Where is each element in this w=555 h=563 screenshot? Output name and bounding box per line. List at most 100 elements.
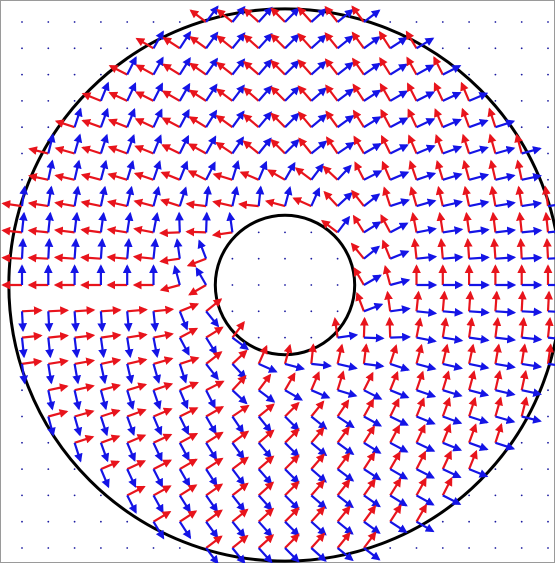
red-arrow	[389, 451, 401, 470]
blue-arrow	[310, 494, 327, 510]
red-arrow	[231, 456, 249, 470]
grid-dot	[47, 520, 50, 523]
red-arrow	[407, 134, 418, 154]
blue-arrow	[99, 468, 110, 489]
red-arrow	[205, 351, 223, 365]
red-arrow	[179, 407, 199, 418]
red-arrow	[80, 253, 101, 263]
blue-arrow	[257, 58, 273, 76]
blue-arrow	[152, 186, 161, 207]
blue-arrow	[205, 363, 219, 381]
red-arrow	[27, 199, 49, 209]
red-arrow	[489, 211, 499, 233]
blue-arrow	[152, 521, 165, 540]
blue-arrow	[231, 336, 249, 351]
red-arrow	[152, 485, 172, 497]
grid-dot	[468, 547, 470, 549]
blue-arrow	[45, 185, 55, 207]
red-arrow	[257, 455, 275, 470]
red-arrow	[297, 59, 313, 76]
blue-arrow	[71, 337, 81, 359]
blue-arrow	[442, 441, 463, 452]
blue-arrow	[521, 415, 542, 424]
blue-arrow	[363, 193, 381, 207]
red-arrow	[355, 291, 365, 312]
red-arrow	[21, 357, 43, 367]
red-arrow	[134, 144, 154, 155]
red-arrow	[152, 510, 172, 523]
blue-arrow	[495, 415, 516, 425]
grid-dot	[47, 441, 50, 444]
blue-arrow	[310, 163, 324, 181]
blue-arrow	[468, 118, 489, 129]
blue-arrow	[415, 64, 435, 76]
blue-arrow	[231, 521, 246, 538]
red-arrow	[336, 531, 351, 549]
red-arrow	[324, 32, 339, 49]
red-arrow	[126, 356, 148, 366]
red-arrow	[231, 430, 250, 444]
blue-arrow	[205, 468, 218, 487]
blue-arrow	[178, 56, 191, 76]
grid-dot	[520, 441, 523, 444]
red-arrow	[352, 109, 365, 128]
red-arrow	[48, 306, 70, 316]
red-arrow	[179, 458, 198, 471]
red-arrow	[297, 32, 313, 50]
red-arrow	[100, 306, 122, 315]
red-arrow	[514, 133, 523, 154]
grid-dot	[21, 520, 23, 523]
blue-arrow	[284, 138, 300, 155]
red-arrow	[188, 116, 207, 129]
blue-arrow	[18, 311, 28, 333]
red-arrow	[74, 306, 96, 315]
red-arrow	[544, 316, 554, 338]
blue-arrow	[521, 307, 543, 317]
blue-arrow	[389, 117, 409, 129]
red-arrow	[389, 370, 399, 391]
blue-arrow	[257, 160, 268, 181]
blue-arrow	[152, 363, 162, 384]
red-arrow	[297, 85, 313, 102]
blue-arrow	[495, 145, 516, 155]
blue-arrow	[178, 310, 189, 331]
red-arrow	[74, 357, 96, 367]
blue-arrow	[178, 30, 192, 49]
blue-arrow	[152, 160, 162, 181]
red-arrow	[407, 108, 418, 128]
red-arrow	[493, 369, 503, 391]
grid-dot	[47, 126, 50, 129]
blue-arrow	[205, 389, 216, 409]
grid-dot	[494, 100, 497, 102]
blue-arrow	[205, 337, 218, 356]
blue-arrow	[495, 361, 516, 371]
blue-arrow	[126, 133, 136, 154]
red-arrow	[297, 6, 313, 23]
blue-arrow	[389, 468, 409, 480]
grid-dot	[73, 547, 76, 549]
grid-dot	[21, 389, 23, 392]
red-arrow	[514, 159, 524, 181]
blue-arrow	[284, 415, 300, 432]
grid-dot	[284, 310, 286, 313]
red-arrow	[520, 396, 529, 417]
blue-arrow	[442, 199, 464, 208]
blue-arrow	[205, 442, 218, 461]
blue-arrow	[310, 34, 327, 50]
blue-arrow	[284, 7, 300, 23]
red-arrow	[284, 401, 300, 418]
grid-dot	[468, 73, 470, 76]
blue-arrow	[152, 30, 164, 49]
blue-arrow	[99, 363, 108, 385]
blue-arrow	[389, 441, 409, 453]
blue-arrow	[389, 250, 410, 260]
blue-arrow	[178, 494, 191, 514]
grid-dot	[547, 100, 549, 102]
red-arrow	[351, 57, 365, 76]
blue-arrow	[152, 442, 163, 462]
blue-arrow	[363, 274, 382, 286]
blue-arrow	[126, 56, 137, 76]
red-arrow	[297, 111, 313, 128]
red-arrow	[461, 159, 471, 181]
red-arrow	[267, 169, 286, 181]
